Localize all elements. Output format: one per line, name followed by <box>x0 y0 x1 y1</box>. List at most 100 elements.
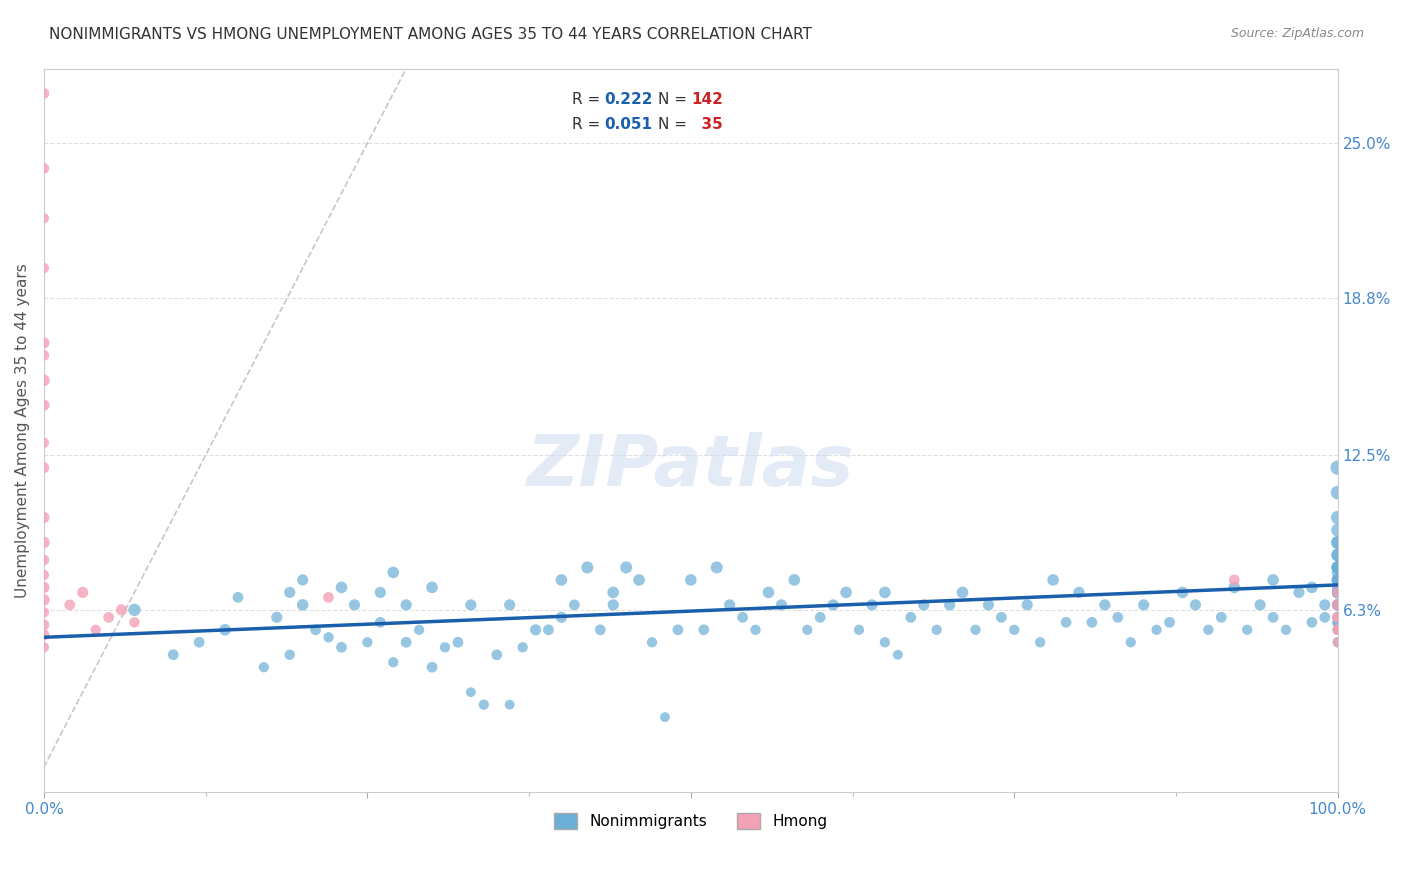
Point <box>1326 635 1348 649</box>
Point <box>693 623 716 637</box>
Point <box>32 510 55 524</box>
Point <box>1326 598 1348 612</box>
Point <box>1326 566 1348 580</box>
Point <box>1326 485 1348 500</box>
Point <box>460 598 482 612</box>
Point <box>1107 610 1129 624</box>
Point <box>1326 560 1348 574</box>
Point <box>304 623 326 637</box>
Point <box>848 623 870 637</box>
Point <box>1326 598 1348 612</box>
Point <box>758 585 780 599</box>
Point <box>731 610 754 624</box>
Point <box>1301 581 1323 595</box>
Point <box>1184 598 1206 612</box>
Point <box>1146 623 1168 637</box>
Point <box>499 598 522 612</box>
Point <box>499 698 522 712</box>
Point <box>912 598 935 612</box>
Point <box>420 660 443 674</box>
Point <box>382 655 405 669</box>
Point <box>330 640 353 655</box>
Point <box>1326 581 1348 595</box>
Point <box>395 598 418 612</box>
Point <box>32 640 55 655</box>
Point <box>1326 598 1348 612</box>
Point <box>564 598 586 612</box>
Point <box>1301 615 1323 630</box>
Point <box>382 566 405 580</box>
Point <box>1081 615 1104 630</box>
Text: 142: 142 <box>690 92 723 107</box>
Point <box>1326 585 1348 599</box>
Text: N =: N = <box>658 92 692 107</box>
Point <box>537 623 560 637</box>
Point <box>1326 598 1348 612</box>
Point <box>589 623 612 637</box>
Point <box>84 623 107 637</box>
Point <box>1132 598 1154 612</box>
Point <box>628 573 651 587</box>
Text: R =: R = <box>572 117 605 132</box>
Point <box>485 648 508 662</box>
Point <box>679 573 702 587</box>
Point <box>32 628 55 642</box>
Point <box>1029 635 1052 649</box>
Point <box>1223 581 1246 595</box>
Point <box>1223 573 1246 587</box>
Point <box>32 617 55 632</box>
Point <box>654 710 676 724</box>
Point <box>32 460 55 475</box>
Point <box>512 640 534 655</box>
Text: NONIMMIGRANTS VS HMONG UNEMPLOYMENT AMONG AGES 35 TO 44 YEARS CORRELATION CHART: NONIMMIGRANTS VS HMONG UNEMPLOYMENT AMON… <box>49 27 813 42</box>
Point <box>124 603 146 617</box>
Text: N =: N = <box>658 117 692 132</box>
Point <box>1211 610 1233 624</box>
Point <box>266 610 288 624</box>
Text: 0.222: 0.222 <box>605 92 652 107</box>
Point <box>1261 573 1284 587</box>
Point <box>1197 623 1219 637</box>
Point <box>1326 585 1348 599</box>
Point <box>1326 585 1348 599</box>
Point <box>1288 585 1310 599</box>
Point <box>1313 610 1336 624</box>
Point <box>873 635 896 649</box>
Point <box>977 598 1000 612</box>
Text: 35: 35 <box>690 117 723 132</box>
Point <box>32 161 55 176</box>
Point <box>291 598 314 612</box>
Point <box>1326 598 1348 612</box>
Point <box>925 623 948 637</box>
Point <box>614 560 637 574</box>
Point <box>1054 615 1077 630</box>
Point <box>1326 560 1348 574</box>
Point <box>395 635 418 649</box>
Point <box>1017 598 1039 612</box>
Point <box>472 698 495 712</box>
Point <box>162 648 184 662</box>
Point <box>1326 610 1348 624</box>
Point <box>1326 598 1348 612</box>
Point <box>188 635 211 649</box>
Point <box>835 585 858 599</box>
Point <box>744 623 766 637</box>
Point <box>666 623 689 637</box>
Point <box>1326 573 1348 587</box>
Point <box>965 623 987 637</box>
Point <box>1326 623 1348 637</box>
Point <box>641 635 664 649</box>
Point <box>1042 573 1064 587</box>
Point <box>32 553 55 567</box>
Point <box>318 630 340 644</box>
Point <box>1313 598 1336 612</box>
Point <box>420 581 443 595</box>
Text: R =: R = <box>572 92 605 107</box>
Point <box>550 573 572 587</box>
Point <box>32 87 55 101</box>
Point <box>1326 585 1348 599</box>
Point <box>1326 623 1348 637</box>
Point <box>1326 635 1348 649</box>
Point <box>291 573 314 587</box>
Point <box>796 623 818 637</box>
